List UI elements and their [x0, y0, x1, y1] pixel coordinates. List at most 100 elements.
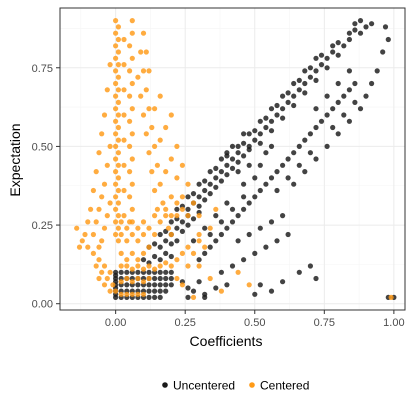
point-uncentered — [163, 275, 169, 282]
legend-swatch-centered — [249, 382, 255, 388]
point-uncentered — [202, 178, 208, 184]
point-uncentered — [302, 137, 308, 143]
point-centered — [113, 143, 119, 149]
point-centered — [152, 213, 158, 219]
point-uncentered — [207, 191, 213, 197]
point-uncentered — [330, 43, 336, 49]
point-centered — [149, 169, 155, 175]
point-centered — [96, 206, 102, 212]
point-uncentered — [157, 282, 163, 288]
point-centered — [190, 200, 197, 206]
point-centered — [163, 213, 169, 219]
point-centered — [129, 206, 135, 212]
point-centered — [124, 275, 130, 282]
point-centered — [88, 206, 94, 212]
point-uncentered — [313, 156, 319, 162]
x-tick-label: 0.00 — [105, 317, 126, 329]
point-centered — [174, 257, 180, 263]
point-centered — [140, 279, 147, 285]
y-tick-label: 0.50 — [32, 141, 53, 153]
point-centered — [140, 250, 147, 256]
point-centered — [101, 225, 108, 231]
point-uncentered — [157, 275, 163, 282]
point-uncentered — [363, 24, 369, 30]
point-centered — [163, 124, 169, 131]
point-centered — [140, 112, 147, 118]
point-uncentered — [235, 169, 241, 175]
point-uncentered — [318, 118, 325, 124]
point-uncentered — [146, 282, 152, 288]
point-uncentered — [229, 263, 236, 269]
point-uncentered — [157, 244, 163, 250]
point-centered — [196, 263, 202, 269]
point-uncentered — [324, 93, 330, 99]
point-centered — [149, 124, 155, 131]
point-centered — [129, 18, 135, 24]
point-uncentered — [346, 36, 352, 43]
point-centered — [179, 282, 185, 288]
point-uncentered — [274, 187, 280, 194]
point-uncentered — [163, 238, 169, 244]
point-uncentered — [152, 241, 158, 247]
point-uncentered — [241, 153, 247, 159]
point-uncentered — [296, 269, 302, 275]
point-centered — [96, 244, 102, 250]
point-centered — [115, 36, 121, 43]
point-centered — [146, 225, 152, 231]
point-centered — [115, 24, 121, 30]
point-centered — [124, 238, 130, 244]
point-centered — [179, 162, 185, 168]
point-uncentered — [163, 282, 169, 288]
point-centered — [185, 213, 191, 219]
point-uncentered — [280, 213, 286, 219]
point-centered — [113, 131, 119, 137]
point-centered — [82, 231, 88, 238]
point-centered — [121, 36, 127, 43]
point-uncentered — [246, 231, 252, 238]
point-centered — [207, 225, 213, 231]
point-centered — [168, 213, 174, 219]
point-centered — [107, 143, 113, 149]
point-centered — [113, 288, 119, 294]
point-centered — [129, 231, 135, 238]
point-uncentered — [252, 250, 258, 256]
point-uncentered — [146, 294, 152, 300]
point-uncentered — [363, 93, 369, 99]
point-centered — [121, 87, 127, 93]
point-uncentered — [235, 238, 241, 244]
point-centered — [135, 263, 141, 269]
point-centered — [96, 150, 102, 156]
point-uncentered — [224, 150, 230, 156]
point-uncentered — [330, 49, 336, 55]
point-uncentered — [302, 90, 308, 96]
point-uncentered — [341, 112, 347, 118]
point-uncentered — [291, 102, 297, 109]
point-centered — [115, 99, 121, 105]
point-centered — [85, 244, 91, 250]
point-centered — [179, 194, 185, 200]
point-uncentered — [213, 213, 219, 219]
point-centered — [146, 244, 152, 250]
point-centered — [127, 68, 133, 74]
point-uncentered — [374, 68, 380, 74]
point-uncentered — [163, 269, 169, 275]
x-tick-label: 0.50 — [244, 317, 265, 329]
point-centered — [115, 150, 121, 156]
point-uncentered — [168, 269, 174, 275]
point-uncentered — [224, 200, 230, 206]
point-centered — [99, 194, 105, 200]
point-uncentered — [213, 238, 219, 244]
point-centered — [101, 263, 108, 269]
point-uncentered — [302, 80, 308, 87]
point-uncentered — [246, 143, 252, 149]
point-centered — [174, 275, 180, 282]
point-uncentered — [324, 143, 330, 149]
point-uncentered — [202, 187, 208, 194]
point-uncentered — [185, 294, 191, 300]
point-uncentered — [307, 74, 313, 80]
point-uncentered — [352, 80, 358, 87]
point-uncentered — [335, 99, 341, 105]
point-centered — [115, 162, 121, 168]
point-uncentered — [135, 282, 141, 288]
point-uncentered — [268, 219, 275, 225]
